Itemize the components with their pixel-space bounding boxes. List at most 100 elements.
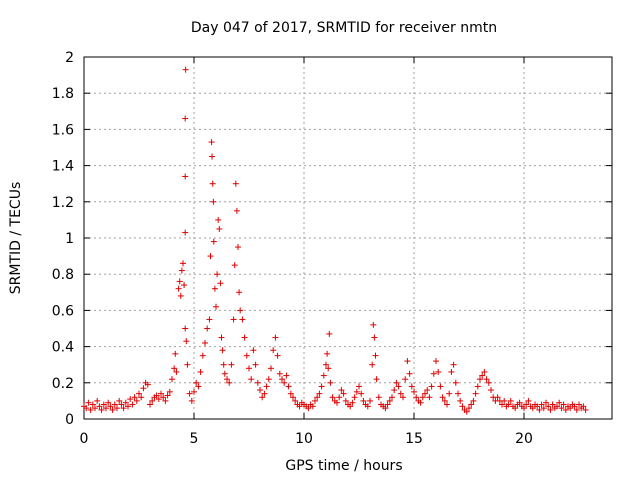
data-point-plus — [312, 397, 318, 404]
data-point-plus — [386, 397, 393, 404]
data-point-plus — [155, 396, 162, 403]
x-tick-label: 15 — [405, 431, 423, 447]
plot-area-frame — [83, 56, 613, 420]
data-point-plus — [428, 383, 435, 390]
data-point-plus — [571, 403, 578, 410]
data-point-plus — [457, 397, 464, 404]
data-point-plus — [287, 390, 294, 397]
data-point-plus — [540, 405, 547, 412]
data-point-plus — [184, 361, 191, 368]
data-point-plus — [525, 397, 532, 404]
data-point-plus — [100, 401, 107, 408]
data-point-plus — [549, 401, 556, 408]
data-point-plus — [573, 406, 580, 413]
data-point-plus — [320, 372, 327, 379]
data-point-plus — [276, 370, 283, 377]
data-point-plus — [347, 403, 354, 410]
data-point-plus — [481, 368, 488, 375]
x-tick-labels: 0 5 10 15 20 — [80, 431, 533, 447]
data-point-plus — [214, 271, 221, 278]
data-point-plus — [512, 405, 519, 412]
data-point-plus — [309, 403, 316, 410]
data-point-plus — [384, 401, 391, 408]
data-point-plus — [582, 406, 589, 413]
data-point-plus — [455, 390, 461, 397]
data-point-plus — [103, 405, 109, 412]
y-tick-label: 0.4 — [52, 340, 74, 356]
y-tick-label: 0.2 — [52, 376, 74, 392]
y-tick-label: 0.8 — [52, 267, 74, 283]
data-point-plus — [166, 388, 173, 395]
data-point-plus — [433, 358, 439, 365]
data-point-plus — [547, 406, 554, 413]
data-point-plus — [364, 403, 371, 410]
data-point-plus — [430, 370, 437, 377]
data-point-plus — [188, 397, 195, 404]
data-point-plus — [419, 394, 426, 401]
data-point-plus — [116, 397, 123, 404]
data-point-plus — [181, 282, 188, 289]
data-point-plus — [466, 405, 472, 412]
data-point-plus — [177, 292, 184, 299]
data-point-plus — [125, 403, 131, 410]
y-tick-label: 1.6 — [52, 122, 74, 138]
data-point-plus — [545, 403, 552, 410]
data-point-plus — [239, 316, 246, 323]
data-point-plus — [450, 361, 457, 368]
data-point-plus — [254, 379, 261, 386]
x-tick-label: 10 — [295, 431, 313, 447]
data-point-plus — [191, 388, 197, 395]
data-point-plus — [175, 285, 182, 292]
data-point-plus — [237, 307, 244, 314]
data-point-plus — [324, 350, 331, 357]
data-point-plus — [272, 334, 279, 341]
data-point-plus — [89, 401, 96, 408]
data-point-plus — [292, 397, 299, 404]
data-point-plus — [127, 396, 134, 403]
data-point-plus — [149, 397, 156, 404]
y-tick-labels: 0 0.2 0.4 0.6 0.8 1 1.2 1.4 1.6 1.8 2 — [52, 50, 74, 428]
data-point-plus — [422, 390, 428, 397]
data-point-plus — [353, 388, 360, 395]
data-point-plus — [426, 394, 433, 401]
data-point-plus — [210, 198, 217, 205]
data-point-plus — [290, 394, 296, 401]
data-point-plus — [329, 394, 336, 401]
data-point-plus — [446, 390, 453, 397]
y-tick-label: 2 — [65, 50, 74, 66]
data-point-plus — [562, 406, 569, 413]
data-point-plus — [153, 392, 160, 399]
data-point-plus — [144, 381, 151, 388]
data-point-plus — [120, 405, 127, 412]
data-point-plus — [340, 390, 347, 397]
data-point-plus — [182, 229, 189, 236]
data-point-plus — [485, 379, 492, 386]
data-point-plus — [268, 365, 274, 372]
data-point-plus — [210, 238, 217, 245]
x-tick-label: 0 — [80, 431, 89, 447]
data-point-plus — [140, 385, 147, 392]
data-point-plus — [472, 390, 479, 397]
data-point-plus — [375, 394, 382, 401]
x-tick-label: 5 — [190, 431, 199, 447]
data-point-plus — [213, 303, 219, 310]
data-point-plus — [411, 388, 417, 395]
data-point-plus — [94, 397, 101, 404]
data-point-plus — [474, 383, 481, 390]
data-point-plus — [261, 390, 268, 397]
data-point-plus — [114, 405, 120, 412]
data-point-plus — [176, 278, 183, 285]
data-point-plus — [477, 376, 483, 383]
data-point-plus — [220, 361, 227, 368]
data-point-plus — [162, 397, 169, 404]
data-point-plus — [483, 376, 490, 383]
data-point-plus — [131, 394, 138, 401]
x-axis-label: GPS time / hours — [285, 458, 402, 474]
data-point-plus — [323, 361, 329, 368]
data-point-plus — [325, 365, 332, 372]
data-point-plus — [543, 399, 549, 406]
data-point-plus — [138, 394, 145, 401]
data-point-plus — [197, 368, 204, 375]
data-point-plus — [182, 66, 189, 73]
